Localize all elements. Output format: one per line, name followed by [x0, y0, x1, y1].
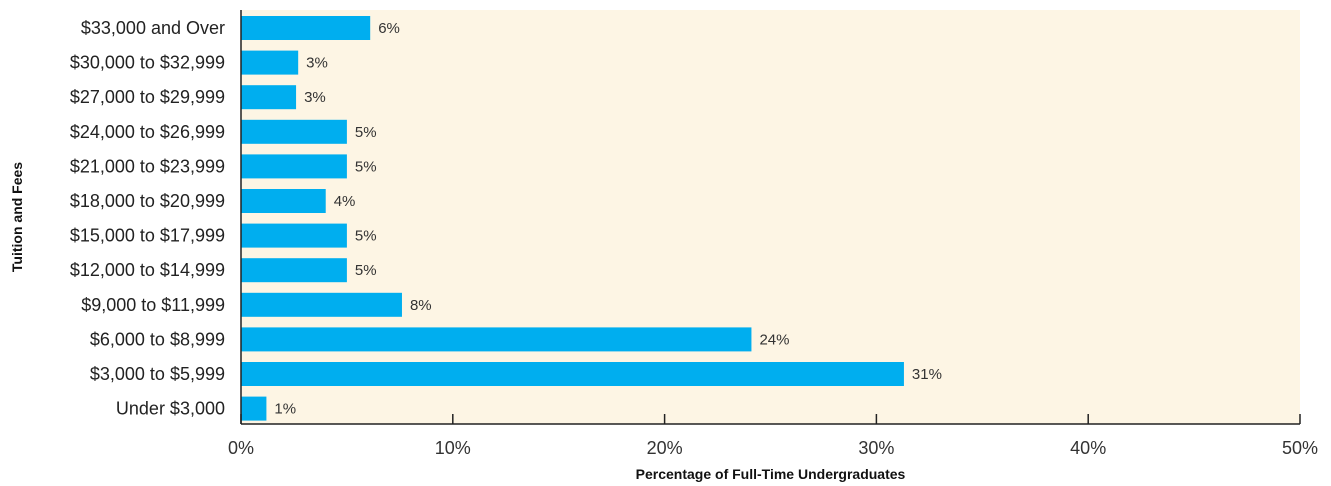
bars: 6% 3% 3% 5% 5% 4% 5% 5% 8% 24% 31% 1%: [241, 16, 942, 421]
bar: [241, 154, 347, 179]
category-labels: $33,000 and Over $30,000 to $32,999 $27,00…: [70, 18, 225, 419]
category-label: Under $3,000: [116, 399, 225, 419]
bar: [241, 119, 347, 144]
category-label: $27,000 to $29,999: [70, 87, 225, 107]
bar-value-label: 3%: [304, 89, 326, 106]
category-label: $3,000 to $5,999: [90, 364, 225, 384]
bar: [241, 16, 371, 40]
x-axis-title: Percentage of Full-Time Undergraduates: [636, 466, 906, 482]
bar: [241, 189, 326, 213]
category-label: $15,000 to $17,999: [70, 226, 225, 246]
x-tick-label: 10%: [435, 438, 471, 458]
bar-value-label: 5%: [355, 262, 377, 279]
x-tick-label: 50%: [1282, 438, 1318, 458]
y-axis-title: Tuition and Fees: [9, 162, 25, 272]
bar-value-label: 31%: [912, 366, 942, 383]
category-label: $12,000 to $14,999: [70, 260, 225, 280]
bar-value-label: 5%: [355, 228, 377, 245]
bar-value-label: 8%: [410, 297, 432, 314]
plot-background: [241, 10, 1300, 424]
category-label: $24,000 to $26,999: [70, 122, 225, 142]
x-tick-label: 40%: [1070, 438, 1106, 458]
bar-value-label: 5%: [355, 158, 377, 175]
x-tick-label: 30%: [858, 438, 894, 458]
category-label: $6,000 to $8,999: [90, 329, 225, 349]
category-label: $18,000 to $20,999: [70, 191, 225, 211]
bar: [241, 85, 297, 110]
bar-value-label: 5%: [355, 124, 377, 141]
bar: [241, 396, 267, 421]
bar-value-label: 6%: [378, 20, 400, 37]
bar: [241, 362, 904, 386]
category-label: $21,000 to $23,999: [70, 156, 225, 176]
bar-value-label: 24%: [759, 331, 789, 348]
bar: [241, 258, 347, 283]
category-label: $33,000 and Over: [81, 18, 225, 38]
bar: [241, 50, 299, 75]
bar: [241, 292, 402, 317]
x-tick-label: 0%: [228, 438, 254, 458]
bar-value-label: 1%: [274, 401, 296, 418]
category-label: $30,000 to $32,999: [70, 53, 225, 73]
bar: [241, 327, 752, 352]
x-axis: 0% 10% 20% 30% 40% 50%: [228, 414, 1318, 458]
x-tick-label: 20%: [647, 438, 683, 458]
category-label: $9,000 to $11,999: [81, 295, 225, 315]
bar-value-label: 4%: [334, 193, 356, 210]
bar-value-label: 3%: [306, 55, 328, 72]
bar: [241, 223, 347, 248]
